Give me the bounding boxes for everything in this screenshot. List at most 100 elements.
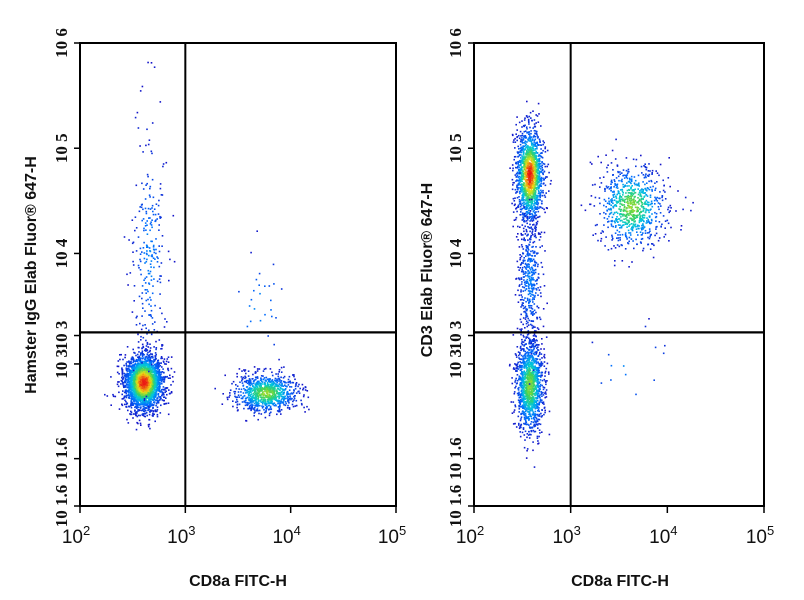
event-dot (125, 389, 127, 392)
event-dot (275, 383, 278, 386)
event-dot (518, 164, 520, 166)
event-dot (151, 387, 153, 389)
event-dot (535, 214, 538, 216)
event-dot (258, 409, 261, 412)
event-dot (529, 192, 532, 194)
event-dot (245, 381, 248, 384)
event-dot (523, 166, 525, 169)
event-dot (536, 206, 539, 208)
event-dot (147, 424, 150, 426)
event-dot (140, 352, 142, 354)
event-dot (290, 398, 292, 401)
event-dot (169, 392, 171, 395)
event-dot (142, 336, 145, 339)
event-dot (275, 379, 277, 382)
event-dot (168, 279, 170, 282)
event-dot (250, 407, 252, 410)
event-dot (152, 379, 154, 382)
event-dot (165, 387, 168, 390)
event-dot (138, 295, 141, 298)
event-dot (156, 401, 158, 403)
event-dot (150, 279, 153, 281)
event-dot (142, 372, 145, 374)
event-dot (254, 388, 257, 391)
event-dot (268, 398, 270, 401)
event-dot (251, 396, 254, 399)
event-dot (148, 354, 151, 356)
event-dot (266, 390, 269, 392)
event-dot (166, 375, 168, 378)
event-dot (147, 272, 150, 275)
event-dot (280, 366, 283, 369)
event-dot (262, 391, 264, 393)
event-dot (276, 395, 279, 398)
event-dot (528, 158, 531, 161)
event-dot (527, 204, 530, 206)
event-dot (156, 280, 159, 283)
event-dot (262, 400, 264, 402)
event-dot (122, 378, 124, 381)
population-1-0 (509, 100, 552, 259)
event-dot (243, 394, 246, 397)
event-dot (160, 362, 162, 364)
event-dot (242, 396, 244, 398)
event-dot (532, 145, 535, 147)
event-dot (276, 410, 279, 412)
event-dot (542, 177, 544, 180)
event-dot (151, 360, 154, 362)
event-dot (511, 202, 513, 205)
event-dot (268, 414, 271, 417)
event-dot (136, 366, 139, 368)
event-dot (149, 347, 152, 349)
event-dot (146, 395, 149, 397)
event-dot (280, 385, 282, 387)
event-dot (140, 399, 143, 401)
event-dot (131, 397, 133, 399)
event-dot (136, 412, 138, 414)
event-dot (235, 384, 237, 386)
event-dot (514, 203, 516, 206)
event-dot (150, 363, 153, 366)
event-dot (130, 392, 132, 394)
event-dot (144, 375, 146, 377)
event-dot (529, 212, 531, 214)
event-dot (275, 389, 278, 391)
event-dot (151, 255, 154, 258)
event-dot (155, 347, 158, 349)
event-dot (531, 143, 533, 145)
event-dot (521, 162, 524, 164)
event-dot (524, 130, 527, 132)
event-dot (520, 139, 522, 141)
event-dot (277, 375, 280, 378)
event-dot (255, 397, 257, 400)
event-dot (283, 366, 285, 368)
event-dot (521, 224, 524, 226)
event-dot (273, 343, 275, 346)
event-dot (147, 359, 149, 362)
event-dot (144, 310, 146, 312)
event-dot (173, 260, 176, 263)
event-dot (151, 373, 153, 376)
event-dot (156, 372, 158, 374)
event-dot (152, 412, 154, 415)
event-dot (265, 380, 268, 382)
event-dot (523, 135, 525, 137)
event-dot (259, 400, 261, 402)
event-dot (236, 398, 238, 401)
event-dot (154, 393, 156, 396)
event-dot (541, 156, 544, 159)
event-dot (282, 385, 285, 387)
event-dot (139, 407, 142, 409)
event-dot (124, 378, 127, 380)
event-dot (128, 382, 130, 384)
event-dot (269, 395, 271, 397)
event-dot (145, 212, 148, 215)
event-dot (147, 269, 150, 272)
event-dot (160, 275, 162, 277)
event-dot (137, 264, 140, 267)
event-dot (291, 393, 294, 395)
event-dot (146, 367, 148, 370)
event-dot (520, 204, 523, 206)
event-dot (145, 377, 148, 379)
event-dot (145, 355, 148, 358)
